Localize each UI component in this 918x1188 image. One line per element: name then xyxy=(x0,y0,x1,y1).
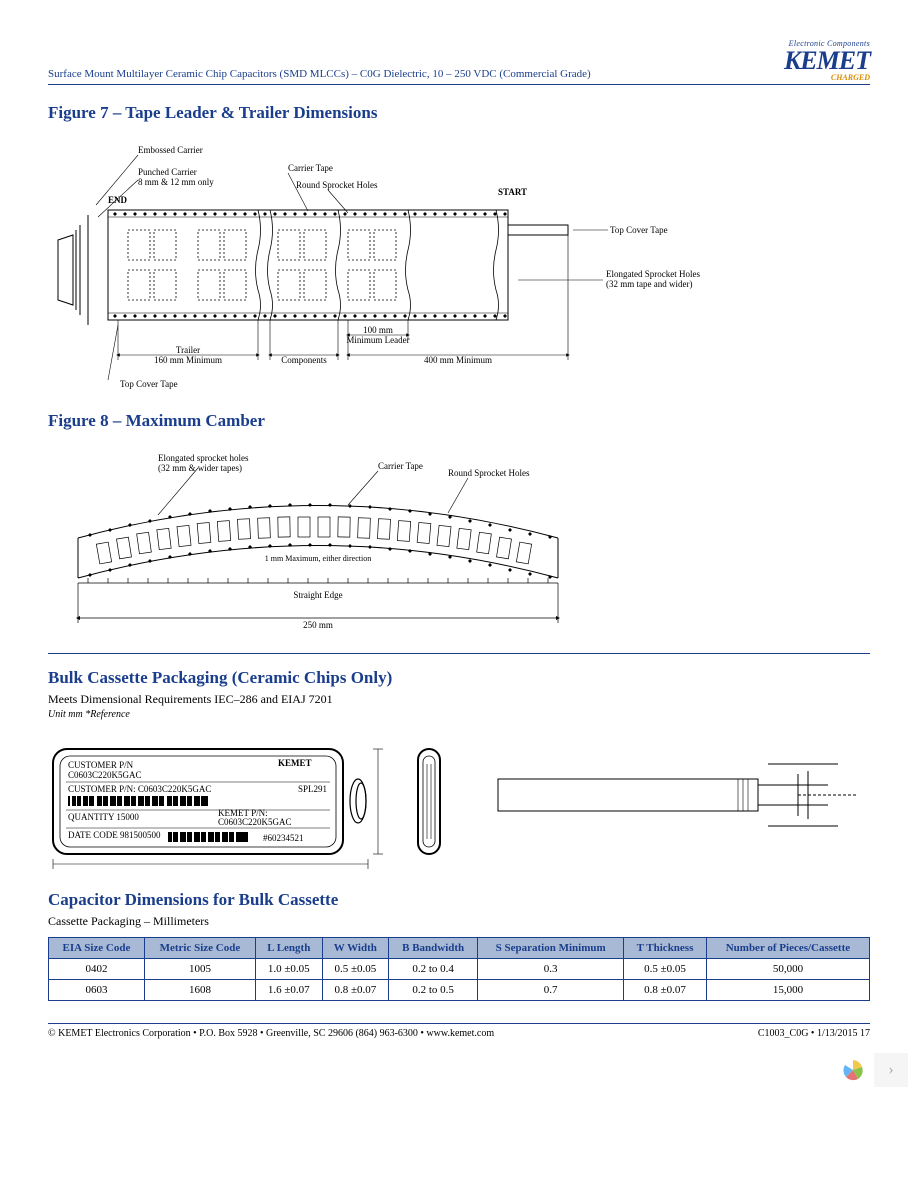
label-embossed: Embossed Carrier xyxy=(138,145,203,155)
bulk-cassette-diagram: KEMET CUSTOMER P/N C0603C220K5GAC CUSTOM… xyxy=(48,734,868,874)
chevron-right-icon: › xyxy=(888,1061,893,1079)
col-bandwidth: B Bandwidth xyxy=(389,938,478,959)
col-length: L Length xyxy=(256,938,323,959)
fig8-carrier-tape: Carrier Tape xyxy=(378,461,423,471)
next-page-button[interactable]: › xyxy=(874,1053,908,1087)
label-start: START xyxy=(498,187,527,197)
svg-text:#60234521: #60234521 xyxy=(263,833,304,843)
table-header-row: EIA Size Code Metric Size Code L Length … xyxy=(49,938,870,959)
label-400: 400 mm Minimum xyxy=(424,355,492,365)
label-components: Components xyxy=(281,355,327,365)
label-end: END xyxy=(108,195,128,205)
bulk-sub: Meets Dimensional Requirements IEC–286 a… xyxy=(48,692,870,707)
fig8-straight: Straight Edge xyxy=(293,590,342,600)
svg-text:Trailer160 mm Minimum: Trailer160 mm Minimum xyxy=(154,345,222,365)
label-carrier-tape: Carrier Tape xyxy=(288,163,333,173)
footer-left: © KEMET Electronics Corporation • P.O. B… xyxy=(48,1028,494,1039)
col-pieces: Number of Pieces/Cassette xyxy=(706,938,869,959)
label-top-cover: Top Cover Tape xyxy=(610,225,668,235)
fig8-round-holes: Round Sprocket Holes xyxy=(448,468,530,478)
svg-text:KEMET: KEMET xyxy=(278,758,312,768)
table-row: 0603 1608 1.6 ±0.07 0.8 ±0.07 0.2 to 0.5… xyxy=(49,980,870,1001)
svg-text:C0603C220K5GAC: C0603C220K5GAC xyxy=(68,770,142,780)
bulk-dimensions-table: EIA Size Code Metric Size Code L Length … xyxy=(48,937,870,1001)
svg-text:100 mmMinimum Leader: 100 mmMinimum Leader xyxy=(346,325,409,345)
figure7-title: Figure 7 – Tape Leader & Trailer Dimensi… xyxy=(48,103,870,123)
table-row: 0402 1005 1.0 ±0.05 0.5 ±0.05 0.2 to 0.4… xyxy=(49,959,870,980)
section-divider xyxy=(48,653,870,654)
svg-text:Elongated sprocket holes(32 mm: Elongated sprocket holes(32 mm & wider t… xyxy=(158,453,249,473)
svg-text:SPL291: SPL291 xyxy=(298,784,327,794)
page-footer: © KEMET Electronics Corporation • P.O. B… xyxy=(48,1023,870,1039)
svg-text:C0603C220K5GAC: C0603C220K5GAC xyxy=(218,817,292,827)
svg-text:QUANTITY 15000: QUANTITY 15000 xyxy=(68,812,139,822)
svg-text:Elongated Sprocket Holes(32 mm: Elongated Sprocket Holes(32 mm tape and … xyxy=(606,269,700,289)
dims-sub: Cassette Packaging – Millimeters xyxy=(48,914,870,929)
col-eia: EIA Size Code xyxy=(49,938,145,959)
svg-text:DATE CODE 981500500: DATE CODE 981500500 xyxy=(68,830,161,840)
label-round-holes: Round Sprocket Holes xyxy=(296,180,378,190)
fig8-max-dir: 1 mm Maximum, either direction xyxy=(265,554,371,563)
dims-title: Capacitor Dimensions for Bulk Cassette xyxy=(48,890,870,910)
figure8-title: Figure 8 – Maximum Camber xyxy=(48,411,870,431)
svg-text:CUSTOMER P/N: CUSTOMER P/N xyxy=(68,760,134,770)
figure7-diagram: Embossed Carrier Punched Carrier8 mm & 1… xyxy=(48,135,748,395)
col-width: W Width xyxy=(322,938,389,959)
label-punched-2: 8 mm & 12 mm only xyxy=(138,177,214,187)
logo-tagline-sub: CHARGED xyxy=(784,74,870,82)
nav-corner: › xyxy=(840,1053,908,1087)
kemet-logo: Electronic Components KEMET CHARGED xyxy=(784,40,870,82)
header-title: Surface Mount Multilayer Ceramic Chip Ca… xyxy=(48,40,591,80)
petal-icon xyxy=(840,1057,866,1083)
bulk-title: Bulk Cassette Packaging (Ceramic Chips O… xyxy=(48,668,870,688)
col-separation: S Separation Minimum xyxy=(478,938,624,959)
col-metric: Metric Size Code xyxy=(144,938,255,959)
page-header: Surface Mount Multilayer Ceramic Chip Ca… xyxy=(48,40,870,85)
col-thickness: T Thickness xyxy=(624,938,707,959)
logo-main: KEMET xyxy=(784,48,870,74)
svg-text:CUSTOMER P/N: C0603C220K5GAC: CUSTOMER P/N: C0603C220K5GAC xyxy=(68,784,211,794)
fig8-length: 250 mm xyxy=(303,620,333,630)
label-punched-1: Punched Carrier xyxy=(138,167,197,177)
footer-right: C1003_C0G • 1/13/2015 17 xyxy=(758,1028,870,1039)
bulk-note: Unit mm *Reference xyxy=(48,709,870,720)
figure8-diagram: Elongated sprocket holes(32 mm & wider t… xyxy=(48,443,608,633)
label-top-cover-bottom: Top Cover Tape xyxy=(120,379,178,389)
svg-text:Punched Carrier8 mm & 12 mm on: Punched Carrier8 mm & 12 mm only xyxy=(138,167,214,187)
